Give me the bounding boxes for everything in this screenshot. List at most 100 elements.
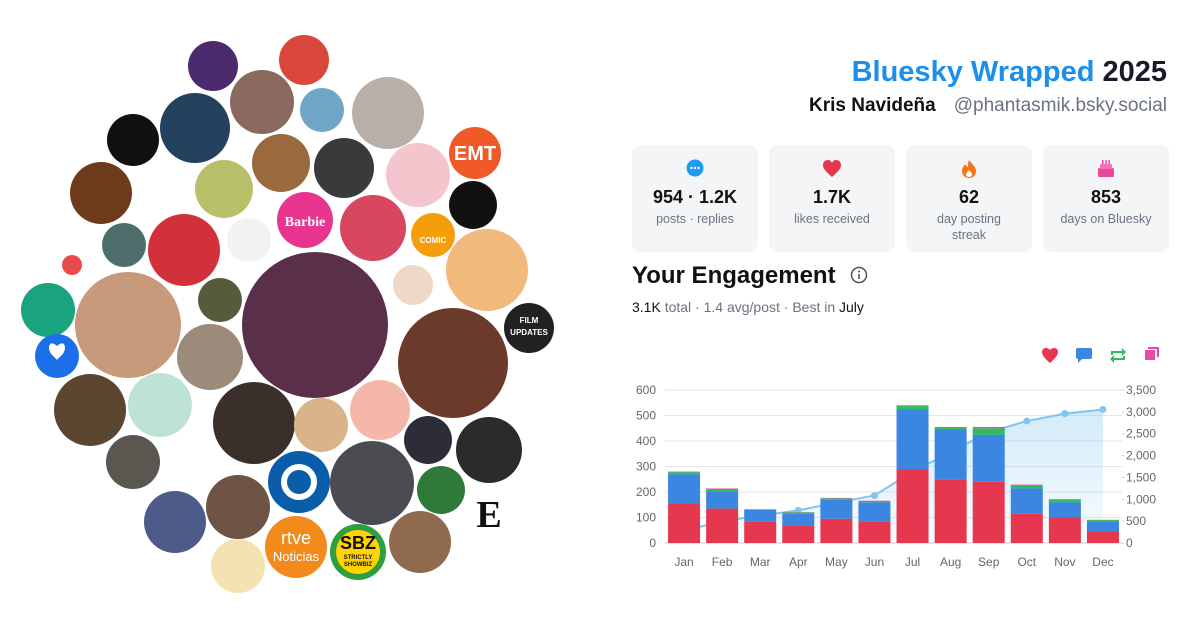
- avatar[interactable]: [144, 491, 206, 553]
- avatar[interactable]: [352, 77, 424, 149]
- y-tick-label: 200: [636, 485, 656, 499]
- stat-value: 954 · 1.2K: [652, 187, 738, 207]
- avatar[interactable]: [102, 223, 146, 267]
- bar-segment: [934, 426, 967, 428]
- bar-segment: [820, 518, 853, 543]
- y2-tick-label: 3,000: [1126, 405, 1156, 419]
- bar-segment: [1086, 531, 1119, 543]
- avatar[interactable]: [177, 324, 243, 390]
- x-tick-label: Jul: [905, 555, 920, 569]
- bar-segment: [1086, 521, 1119, 532]
- x-tick-label: Sep: [978, 555, 1000, 569]
- avatar[interactable]: [277, 192, 333, 248]
- icon: [823, 160, 841, 177]
- info-icon[interactable]: [850, 266, 868, 284]
- avatar[interactable]: [128, 373, 192, 437]
- bar-segment: [1048, 499, 1081, 503]
- avatar[interactable]: [340, 195, 406, 261]
- avatar[interactable]: [195, 160, 253, 218]
- avatar[interactable]: [242, 252, 388, 398]
- avatar[interactable]: [393, 265, 433, 305]
- avatar-label: rtve: [281, 528, 311, 548]
- avatar[interactable]: [449, 181, 497, 229]
- avatar[interactable]: [314, 138, 374, 198]
- avatar[interactable]: [404, 416, 452, 464]
- bar-segment: [820, 499, 853, 519]
- legend-icon[interactable]: [1076, 348, 1092, 363]
- avatar[interactable]: [21, 283, 75, 337]
- bar-segment: [896, 405, 929, 407]
- avatar[interactable]: [300, 88, 344, 132]
- avatar[interactable]: [252, 134, 310, 192]
- bar-segment: [782, 512, 815, 514]
- bar-segment: [1048, 517, 1081, 543]
- bar-segment: [706, 488, 739, 492]
- avatar-label: SHOWBIZ: [344, 562, 373, 568]
- avatar[interactable]: [449, 127, 501, 179]
- avatar[interactable]: [75, 272, 181, 378]
- avatar[interactable]: [198, 278, 242, 322]
- avatar[interactable]: [206, 475, 270, 539]
- avatar[interactable]: [107, 114, 159, 166]
- avatar[interactable]: [148, 214, 220, 286]
- bar-segment: [668, 503, 701, 543]
- avatar[interactable]: [230, 70, 294, 134]
- avatar[interactable]: [268, 451, 330, 513]
- avatar[interactable]: [294, 398, 348, 452]
- user: Kris Navideña @phantasmik.bsky.social: [809, 95, 1167, 117]
- avatar[interactable]: [386, 143, 450, 207]
- x-tick-label: Jun: [865, 555, 884, 569]
- avatar[interactable]: [330, 441, 414, 525]
- avatar[interactable]: [211, 539, 265, 593]
- avatar-ring: [281, 464, 317, 500]
- icon: [686, 159, 704, 177]
- avatar[interactable]: [227, 218, 271, 262]
- avatar[interactable]: [106, 435, 160, 489]
- avatar[interactable]: [265, 516, 327, 578]
- year: 2025: [1102, 56, 1167, 88]
- avatar[interactable]: [54, 374, 126, 446]
- bar-segment: [934, 429, 967, 480]
- avatar[interactable]: [389, 511, 451, 573]
- avatar[interactable]: [188, 41, 238, 91]
- bar-segment: [896, 406, 929, 410]
- stat-label: posts · replies: [656, 212, 734, 226]
- legend-icon[interactable]: [1145, 347, 1159, 360]
- engagement-chart: 0 100 200 300 400 500 600 0 500 1,000 1,500 2,000 2,…: [636, 347, 1159, 569]
- x-tick-label: Jan: [674, 555, 693, 569]
- avatar[interactable]: [62, 255, 82, 275]
- avatar[interactable]: [139, 160, 191, 212]
- y2-tick-label: 2,000: [1126, 449, 1156, 463]
- bar-segment: [896, 409, 929, 470]
- avatar[interactable]: [417, 466, 465, 514]
- x-tick-label: Feb: [712, 555, 733, 569]
- y-tick-label: 300: [636, 460, 656, 474]
- y-tick-label: 500: [636, 409, 656, 423]
- avatar[interactable]: [504, 303, 554, 353]
- legend-icon[interactable]: [1110, 348, 1126, 363]
- avatar[interactable]: [213, 382, 295, 464]
- stat-card: 853 days on Bluesky: [1043, 145, 1169, 252]
- legend-icon[interactable]: [1042, 348, 1058, 363]
- bar-segment: [1048, 499, 1081, 500]
- user-handle[interactable]: @phantasmik.bsky.social: [953, 95, 1167, 116]
- x-tick-label: Apr: [789, 555, 808, 569]
- line-point: [794, 506, 802, 514]
- bar-segment: [1010, 484, 1043, 486]
- stat-card: 954 · 1.2K posts · replies: [632, 145, 758, 252]
- y2-tick-label: 3,500: [1126, 383, 1156, 397]
- avatar[interactable]: [279, 35, 329, 85]
- bar-segment: [934, 427, 967, 430]
- avatar[interactable]: [398, 308, 508, 418]
- avatar[interactable]: [411, 213, 455, 257]
- stat-value: 62: [958, 187, 980, 207]
- avatar[interactable]: [446, 229, 528, 311]
- avatar[interactable]: [160, 93, 230, 163]
- bar-segment: [1010, 485, 1043, 489]
- x-tick-label: Aug: [940, 555, 961, 569]
- bar-segment: [1010, 488, 1043, 514]
- bar-segment: [858, 502, 891, 522]
- avatar[interactable]: [456, 417, 522, 483]
- avatar[interactable]: [70, 162, 132, 224]
- avatar[interactable]: [350, 380, 410, 440]
